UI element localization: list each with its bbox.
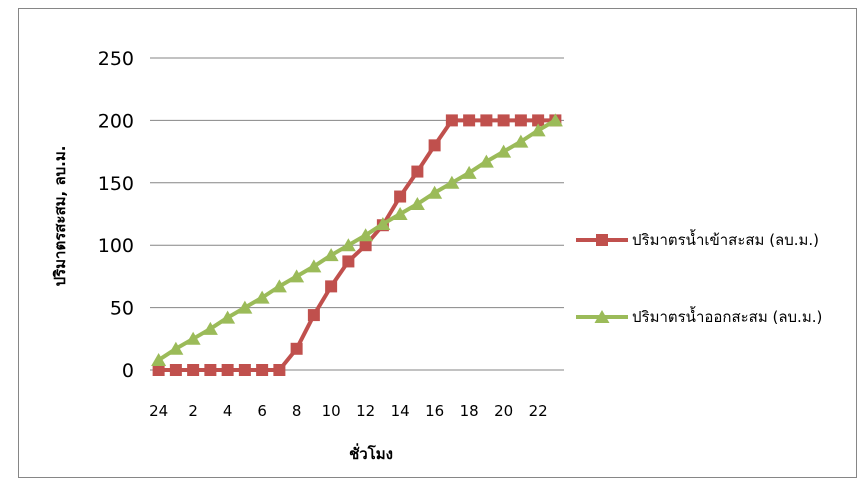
data-point	[202, 321, 218, 335]
y-axis-tick-labels: 0 50 100 150 200 250	[98, 48, 134, 382]
y-tick-label: 200	[98, 110, 134, 132]
legend-entry: ปริมาตรน้ำออกสะสม (ลบ.ม.)	[576, 306, 822, 326]
data-point	[289, 269, 305, 283]
x-tick-label: 6	[257, 402, 267, 420]
data-point	[325, 280, 338, 293]
data-point	[478, 154, 494, 168]
data-point	[409, 197, 425, 211]
data-point	[428, 139, 441, 152]
data-point	[427, 185, 443, 199]
x-tick-label: 24	[149, 402, 168, 420]
data-point	[497, 114, 510, 127]
series-layer	[151, 113, 563, 376]
data-point	[358, 228, 374, 242]
data-point	[394, 190, 407, 203]
data-point	[290, 342, 303, 355]
legend-marker	[594, 310, 610, 323]
y-tick-label: 100	[98, 235, 134, 257]
data-point	[254, 290, 270, 304]
x-tick-label: 12	[356, 402, 375, 420]
data-point	[513, 134, 529, 148]
x-tick-label: 10	[322, 402, 341, 420]
data-point	[547, 113, 563, 127]
x-tick-label: 20	[494, 402, 513, 420]
data-point	[168, 341, 184, 355]
data-point	[461, 165, 477, 179]
data-point	[342, 255, 355, 268]
data-point	[306, 259, 322, 273]
data-point	[151, 353, 167, 367]
data-point	[187, 364, 200, 376]
legend: ปริมาตรน้ำเข้าสะสม (ลบ.ม.) ปริมาตรน้ำออกส…	[576, 229, 822, 326]
legend-label: ปริมาตรน้ำออกสะสม (ลบ.ม.)	[632, 306, 822, 326]
data-point	[463, 114, 476, 127]
data-point	[238, 364, 251, 376]
data-point	[514, 114, 527, 127]
legend-marker	[596, 234, 608, 246]
data-point	[169, 364, 182, 376]
data-point	[256, 364, 269, 376]
y-tick-label: 0	[122, 360, 134, 382]
data-point	[237, 300, 253, 314]
data-point	[323, 248, 339, 262]
data-point	[221, 364, 234, 376]
data-point	[273, 364, 286, 376]
data-point	[392, 207, 408, 220]
data-point	[271, 279, 287, 293]
data-point	[185, 331, 201, 345]
data-point	[359, 239, 372, 252]
series-line	[157, 118, 557, 362]
data-point	[411, 165, 424, 178]
x-axis-title: ชั่วโมง	[349, 443, 393, 463]
series-1	[152, 114, 562, 376]
data-point	[152, 364, 165, 376]
data-point	[220, 310, 236, 324]
legend-label: ปริมาตรน้ำเข้าสะสม (ลบ.ม.)	[632, 229, 819, 249]
data-point	[496, 144, 512, 158]
y-tick-label: 50	[110, 298, 134, 320]
legend-entry: ปริมาตรน้ำเข้าสะสม (ลบ.ม.)	[576, 229, 819, 249]
data-point	[532, 114, 545, 127]
data-point	[204, 364, 217, 376]
data-point	[444, 175, 460, 189]
data-point	[375, 216, 391, 230]
x-tick-label: 2	[188, 402, 198, 420]
gridlines	[150, 57, 564, 371]
data-point	[530, 123, 546, 137]
data-point	[445, 114, 458, 127]
x-tick-label: 22	[529, 402, 548, 420]
y-tick-label: 250	[98, 48, 134, 70]
data-point	[340, 238, 356, 252]
x-tick-label: 8	[292, 402, 302, 420]
x-tick-label: 4	[223, 402, 233, 420]
chart-area	[18, 8, 857, 478]
x-tick-label: 16	[425, 402, 444, 420]
x-axis-tick-labels: 24 2 4 6 8 10 12 14 16 18 20 22	[149, 402, 548, 420]
y-tick-label: 150	[98, 173, 134, 195]
data-point	[480, 114, 493, 127]
data-point	[307, 309, 320, 322]
y-axis-title: ปริมาตรสะสม, ลบ.ม.	[51, 146, 69, 287]
x-tick-label: 14	[391, 402, 410, 420]
series-2	[151, 113, 563, 367]
x-tick-label: 18	[460, 402, 479, 420]
